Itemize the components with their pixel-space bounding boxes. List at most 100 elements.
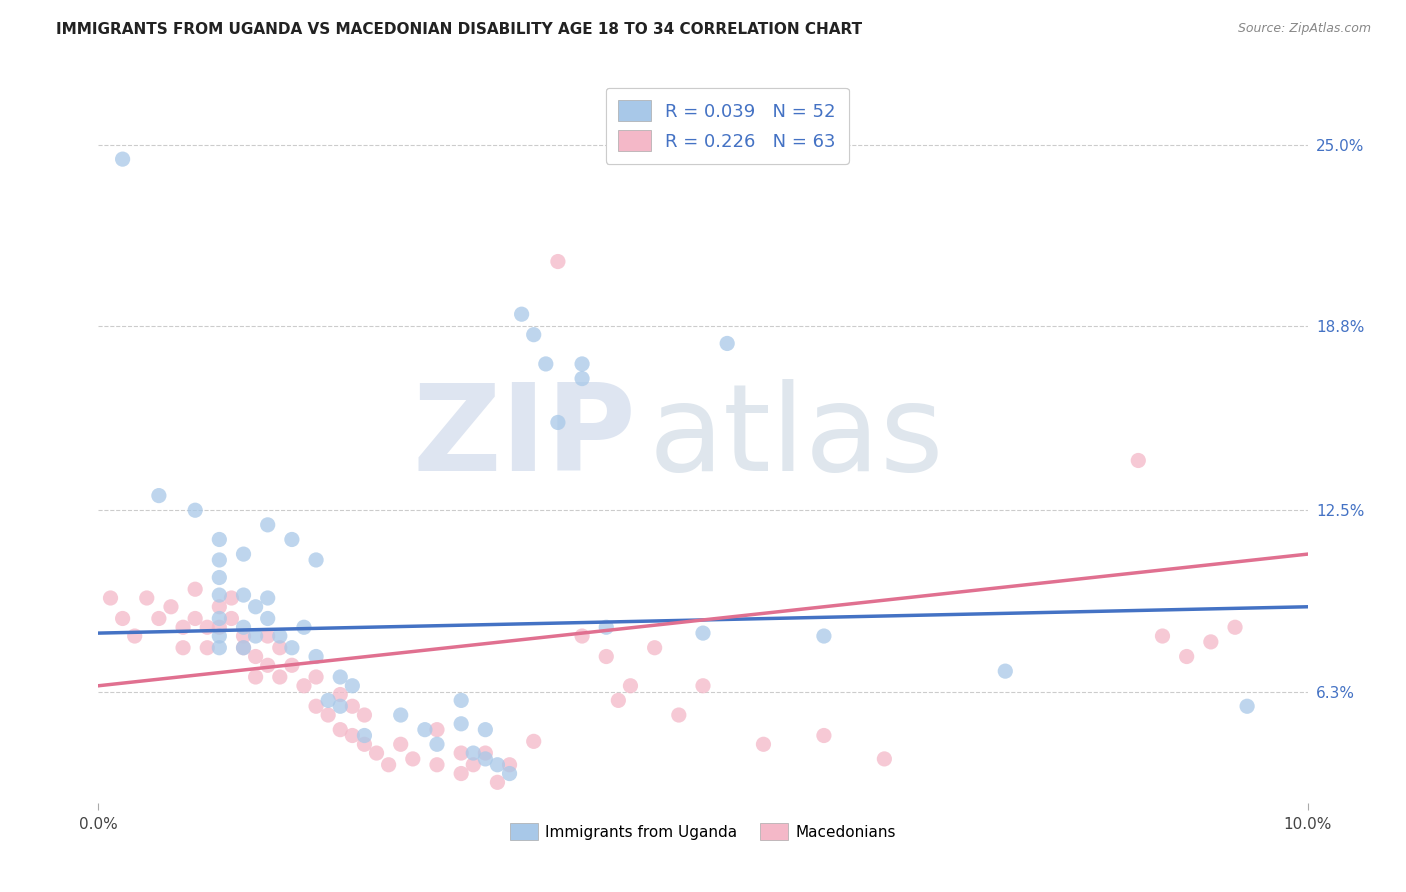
Point [450,766,472,780]
Point [208,599,231,614]
Point [111,611,134,625]
Point [474,746,496,760]
Point [1175,649,1198,664]
Point [232,640,254,655]
Point [100,591,122,605]
Point [463,757,485,772]
Point [269,670,291,684]
Point [389,708,412,723]
Point [450,716,472,731]
Point [208,611,231,625]
Point [208,588,231,602]
Point [571,357,593,371]
Point [389,737,412,751]
Point [366,746,388,760]
Point [873,752,896,766]
Point [245,629,267,643]
Point [498,757,520,772]
Point [329,670,352,684]
Point [316,693,339,707]
Point [195,620,218,634]
Text: Source: ZipAtlas.com: Source: ZipAtlas.com [1237,22,1371,36]
Point [208,629,231,643]
Point [813,629,835,643]
Point [426,757,449,772]
Point [232,640,254,655]
Point [1152,629,1174,643]
Point [281,658,304,673]
Point [184,503,207,517]
Point [342,679,364,693]
Point [160,599,183,614]
Point [148,611,170,625]
Point [692,679,714,693]
Point [269,629,291,643]
Point [232,620,254,634]
Point [256,658,278,673]
Point [329,723,352,737]
Point [281,533,304,547]
Point [450,693,472,707]
Point [716,336,738,351]
Point [148,489,170,503]
Point [245,649,267,664]
Point [426,723,449,737]
Point [523,734,546,748]
Point [571,629,593,643]
Point [292,679,315,693]
Point [534,357,557,371]
Point [342,729,364,743]
Point [221,591,243,605]
Point [668,708,690,723]
Point [547,254,569,268]
Point [329,699,352,714]
Point [124,629,146,643]
Point [692,626,714,640]
Point [353,737,375,751]
Point [292,620,315,634]
Point [1128,453,1150,467]
Point [547,416,569,430]
Point [329,688,352,702]
Point [184,582,207,597]
Point [172,640,194,655]
Legend: R = 0.039   N = 52, R = 0.226   N = 63: R = 0.039 N = 52, R = 0.226 N = 63 [606,87,849,164]
Point [269,640,291,655]
Point [450,746,472,760]
Point [474,752,496,766]
Point [486,775,509,789]
Point [413,723,436,737]
Point [232,629,254,643]
Point [607,693,630,707]
Point [208,570,231,584]
Point [510,307,533,321]
Point [305,553,328,567]
Point [221,611,243,625]
Point [752,737,775,751]
Point [208,620,231,634]
Point [463,746,485,760]
Point [111,152,134,166]
Point [377,757,399,772]
Point [402,752,425,766]
Point [813,729,835,743]
Point [305,649,328,664]
Point [245,670,267,684]
Point [486,757,509,772]
Point [256,611,278,625]
Point [184,611,207,625]
Point [523,327,546,342]
Point [195,640,218,655]
Text: IMMIGRANTS FROM UGANDA VS MACEDONIAN DISABILITY AGE 18 TO 34 CORRELATION CHART: IMMIGRANTS FROM UGANDA VS MACEDONIAN DIS… [56,22,862,37]
Point [256,517,278,532]
Point [208,533,231,547]
Text: ZIP: ZIP [413,378,637,496]
Text: atlas: atlas [648,378,945,496]
Point [571,371,593,385]
Point [644,640,666,655]
Point [474,723,496,737]
Point [135,591,157,605]
Point [316,708,339,723]
Point [208,640,231,655]
Point [1223,620,1246,634]
